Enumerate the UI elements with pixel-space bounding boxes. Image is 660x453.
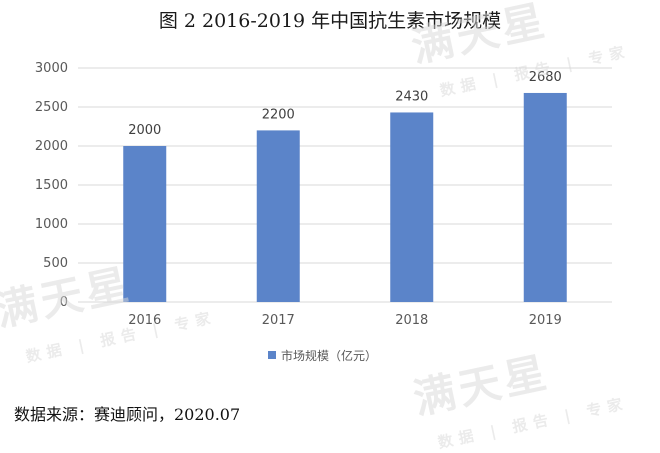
legend-label: 市场规模（亿元） — [281, 348, 378, 363]
bar — [256, 130, 300, 302]
data-label: 2430 — [395, 89, 428, 104]
y-tick-label: 1000 — [35, 217, 68, 232]
x-tick-label: 2018 — [395, 313, 428, 328]
x-tick-label: 2016 — [128, 313, 161, 328]
y-tick-label: 0 — [60, 295, 68, 310]
chart-title: 图 2 2016-2019 年中国抗生素市场规模 — [158, 10, 502, 32]
y-tick-label: 1500 — [35, 178, 68, 193]
y-tick-label: 500 — [43, 256, 68, 271]
data-label: 2680 — [529, 70, 562, 85]
y-tick-label: 3000 — [35, 61, 68, 76]
bar — [390, 112, 434, 303]
source-note: 数据来源：赛迪顾问，2020.07 — [14, 405, 241, 424]
bar — [523, 92, 567, 303]
x-tick-label: 2019 — [529, 313, 562, 328]
legend-swatch — [268, 351, 276, 359]
data-label: 2000 — [128, 123, 161, 138]
y-tick-label: 2500 — [35, 100, 68, 115]
y-tick-label: 2000 — [35, 139, 68, 154]
bar-chart: 0 500 1000 1500 2000 2500 3000 2000 2016 2200 2017… — [35, 61, 612, 328]
data-label: 2200 — [262, 107, 295, 122]
chart-legend: 市场规模（亿元） — [268, 347, 377, 363]
x-tick-label: 2017 — [262, 313, 295, 328]
bar — [123, 146, 167, 302]
